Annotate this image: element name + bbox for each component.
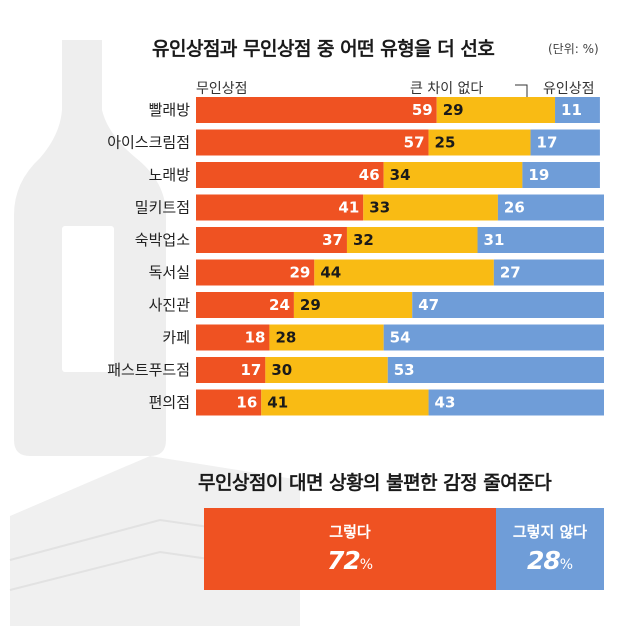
- bar-manned: [497, 194, 604, 221]
- data-label-unmanned: 41: [338, 199, 359, 217]
- bar-no-difference: [363, 194, 498, 221]
- bar-unmanned: [196, 227, 347, 253]
- bar-no-difference: [346, 227, 478, 253]
- data-label-unmanned: 24: [269, 296, 290, 314]
- category-label: 카페: [162, 329, 190, 347]
- data-label-no-difference: 28: [275, 329, 296, 347]
- bar-manned: [383, 324, 604, 351]
- bar-no-difference: [314, 259, 494, 286]
- bar-manned: [387, 357, 604, 383]
- bar-unmanned: [196, 324, 270, 351]
- bar-unmanned: [196, 162, 384, 188]
- survey-no-panel: 그렇지 않다 28%: [496, 508, 604, 590]
- legend-no-difference: 큰 차이 없다: [410, 81, 484, 97]
- data-label-no-difference: 44: [320, 264, 341, 282]
- data-label-no-difference: 33: [369, 199, 390, 217]
- bar-manned: [555, 97, 600, 123]
- data-label-unmanned: 57: [404, 134, 425, 152]
- data-label-no-difference: 32: [353, 231, 374, 249]
- bar-no-difference: [383, 162, 523, 188]
- category-label: 편의점: [149, 394, 190, 412]
- category-label: 패스트푸드점: [107, 361, 190, 379]
- data-label-no-difference: 29: [443, 101, 464, 119]
- bar-manned: [428, 389, 604, 416]
- stacked-bar-chart: 빨래방 59 29 11 아이스크림점 57 25 17 노래방 46 34 19 밀키트점 41 33 26…: [107, 84, 604, 416]
- data-label-unmanned: 18: [245, 329, 266, 347]
- chart-title: 유인상점과 무인상점 중 어떤 유형을 더 선호: [152, 38, 495, 60]
- data-label-manned: 47: [418, 296, 439, 314]
- data-label-no-difference: 34: [390, 166, 411, 184]
- data-label-manned: 27: [500, 264, 521, 282]
- data-label-unmanned: 46: [359, 166, 380, 184]
- bar-no-difference: [265, 357, 388, 383]
- bar-unmanned: [196, 357, 266, 383]
- unit-label: (단위: %): [548, 42, 599, 56]
- category-label: 숙박업소: [135, 231, 190, 249]
- data-label-no-difference: 41: [267, 394, 288, 412]
- data-label-no-difference: 30: [271, 361, 292, 379]
- data-label-unmanned: 37: [322, 231, 343, 249]
- category-label: 독서실: [149, 264, 190, 282]
- survey-no-label: 그렇지 않다: [512, 523, 588, 541]
- data-label-unmanned: 17: [240, 361, 261, 379]
- survey-no-pct: %: [559, 557, 574, 573]
- survey-yes-label: 그렇다: [329, 523, 371, 541]
- survey-yes-value: 72: [326, 546, 361, 575]
- data-label-unmanned: 59: [412, 101, 433, 119]
- bar-no-difference: [436, 97, 556, 123]
- data-label-manned: 26: [504, 199, 525, 217]
- data-label-unmanned: 16: [236, 394, 257, 412]
- survey-title: 무인상점이 대면 상황의 불편한 감정 줄여준다: [198, 472, 552, 494]
- data-label-manned: 19: [528, 166, 549, 184]
- bar-unmanned: [196, 259, 315, 286]
- bar-unmanned: [196, 292, 294, 318]
- legend-unmanned: 무인상점: [196, 81, 248, 97]
- data-label-no-difference: 29: [300, 296, 321, 314]
- data-label-manned: 11: [561, 101, 582, 119]
- survey-no-value: 28: [526, 546, 561, 575]
- bar-manned: [412, 292, 604, 318]
- data-label-manned: 43: [435, 394, 456, 412]
- category-label: 노래방: [149, 166, 191, 184]
- data-label-manned: 17: [537, 134, 558, 152]
- bar-no-difference: [261, 389, 429, 416]
- category-label: 아이스크림점: [107, 134, 190, 152]
- data-label-manned: 53: [394, 361, 415, 379]
- data-label-manned: 31: [484, 231, 505, 249]
- bar-unmanned: [196, 97, 437, 123]
- bar-no-difference: [428, 129, 531, 156]
- bar-unmanned: [196, 194, 364, 221]
- bar-unmanned: [196, 389, 262, 416]
- legend-manned: 유인상점: [543, 81, 595, 97]
- bar-manned: [493, 259, 604, 286]
- category-label: 빨래방: [149, 101, 191, 119]
- data-label-no-difference: 25: [435, 134, 456, 152]
- bar-manned: [522, 162, 600, 188]
- bar-unmanned: [196, 129, 429, 156]
- bar-manned: [477, 227, 604, 253]
- bar-manned: [530, 129, 600, 156]
- category-label: 밀키트점: [135, 199, 190, 217]
- bottle-label: [62, 226, 114, 372]
- bar-no-difference: [293, 292, 413, 318]
- bar-no-difference: [269, 324, 384, 351]
- survey-yes-panel: 그렇다 72%: [204, 508, 496, 590]
- category-label: 사진관: [149, 296, 191, 314]
- survey-yes-pct: %: [359, 557, 374, 573]
- data-label-manned: 54: [390, 329, 411, 347]
- data-label-unmanned: 29: [289, 264, 310, 282]
